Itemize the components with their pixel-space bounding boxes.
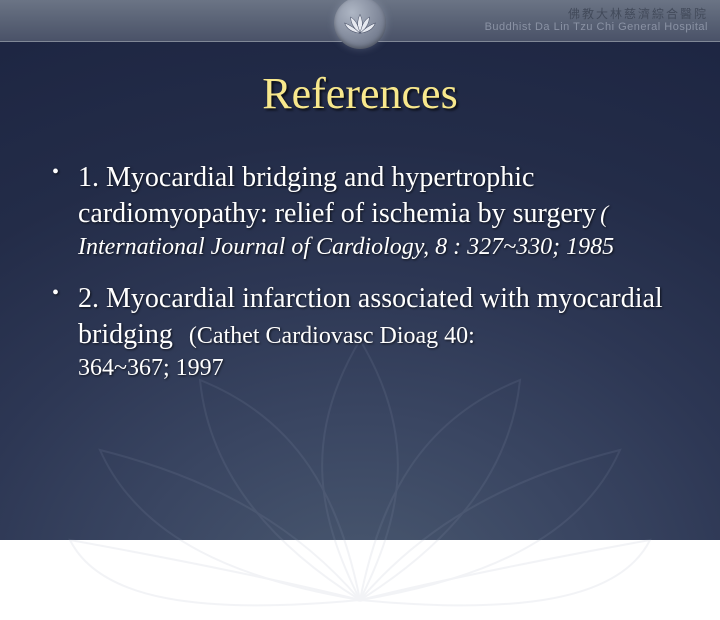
header-english: Buddhist Da Lin Tzu Chi General Hospital bbox=[485, 21, 708, 33]
slide-title: References bbox=[0, 68, 720, 119]
reference-1-journal: International Journal of Cardiology, 8 :… bbox=[78, 234, 614, 260]
reference-2-journal-line2: 364~367; 1997 bbox=[78, 355, 224, 381]
slide: 佛教大林慈濟綜合醫院 Buddhist Da Lin Tzu Chi Gener… bbox=[0, 0, 720, 540]
header-bar: 佛教大林慈濟綜合醫院 Buddhist Da Lin Tzu Chi Gener… bbox=[0, 0, 720, 42]
header-chinese: 佛教大林慈濟綜合醫院 bbox=[485, 8, 708, 21]
content-area: • 1. Myocardial bridging and hypertrophi… bbox=[52, 160, 680, 402]
lotus-icon bbox=[343, 9, 377, 37]
reference-item-2: • 2. Myocardial infarction associated wi… bbox=[52, 281, 680, 384]
reference-2-journal-inline: (Cathet Cardiovasc Dioag 40: bbox=[177, 323, 475, 349]
header-text: 佛教大林慈濟綜合醫院 Buddhist Da Lin Tzu Chi Gener… bbox=[485, 8, 708, 33]
bullet-icon: • bbox=[52, 168, 60, 176]
reference-item-1: • 1. Myocardial bridging and hypertrophi… bbox=[52, 160, 680, 263]
reference-1-text: 1. Myocardial bridging and hypertrophic … bbox=[78, 162, 596, 229]
reference-1-paren: ( bbox=[600, 202, 608, 228]
bullet-icon: • bbox=[52, 289, 60, 297]
logo bbox=[324, 0, 396, 48]
logo-circle bbox=[334, 0, 386, 49]
